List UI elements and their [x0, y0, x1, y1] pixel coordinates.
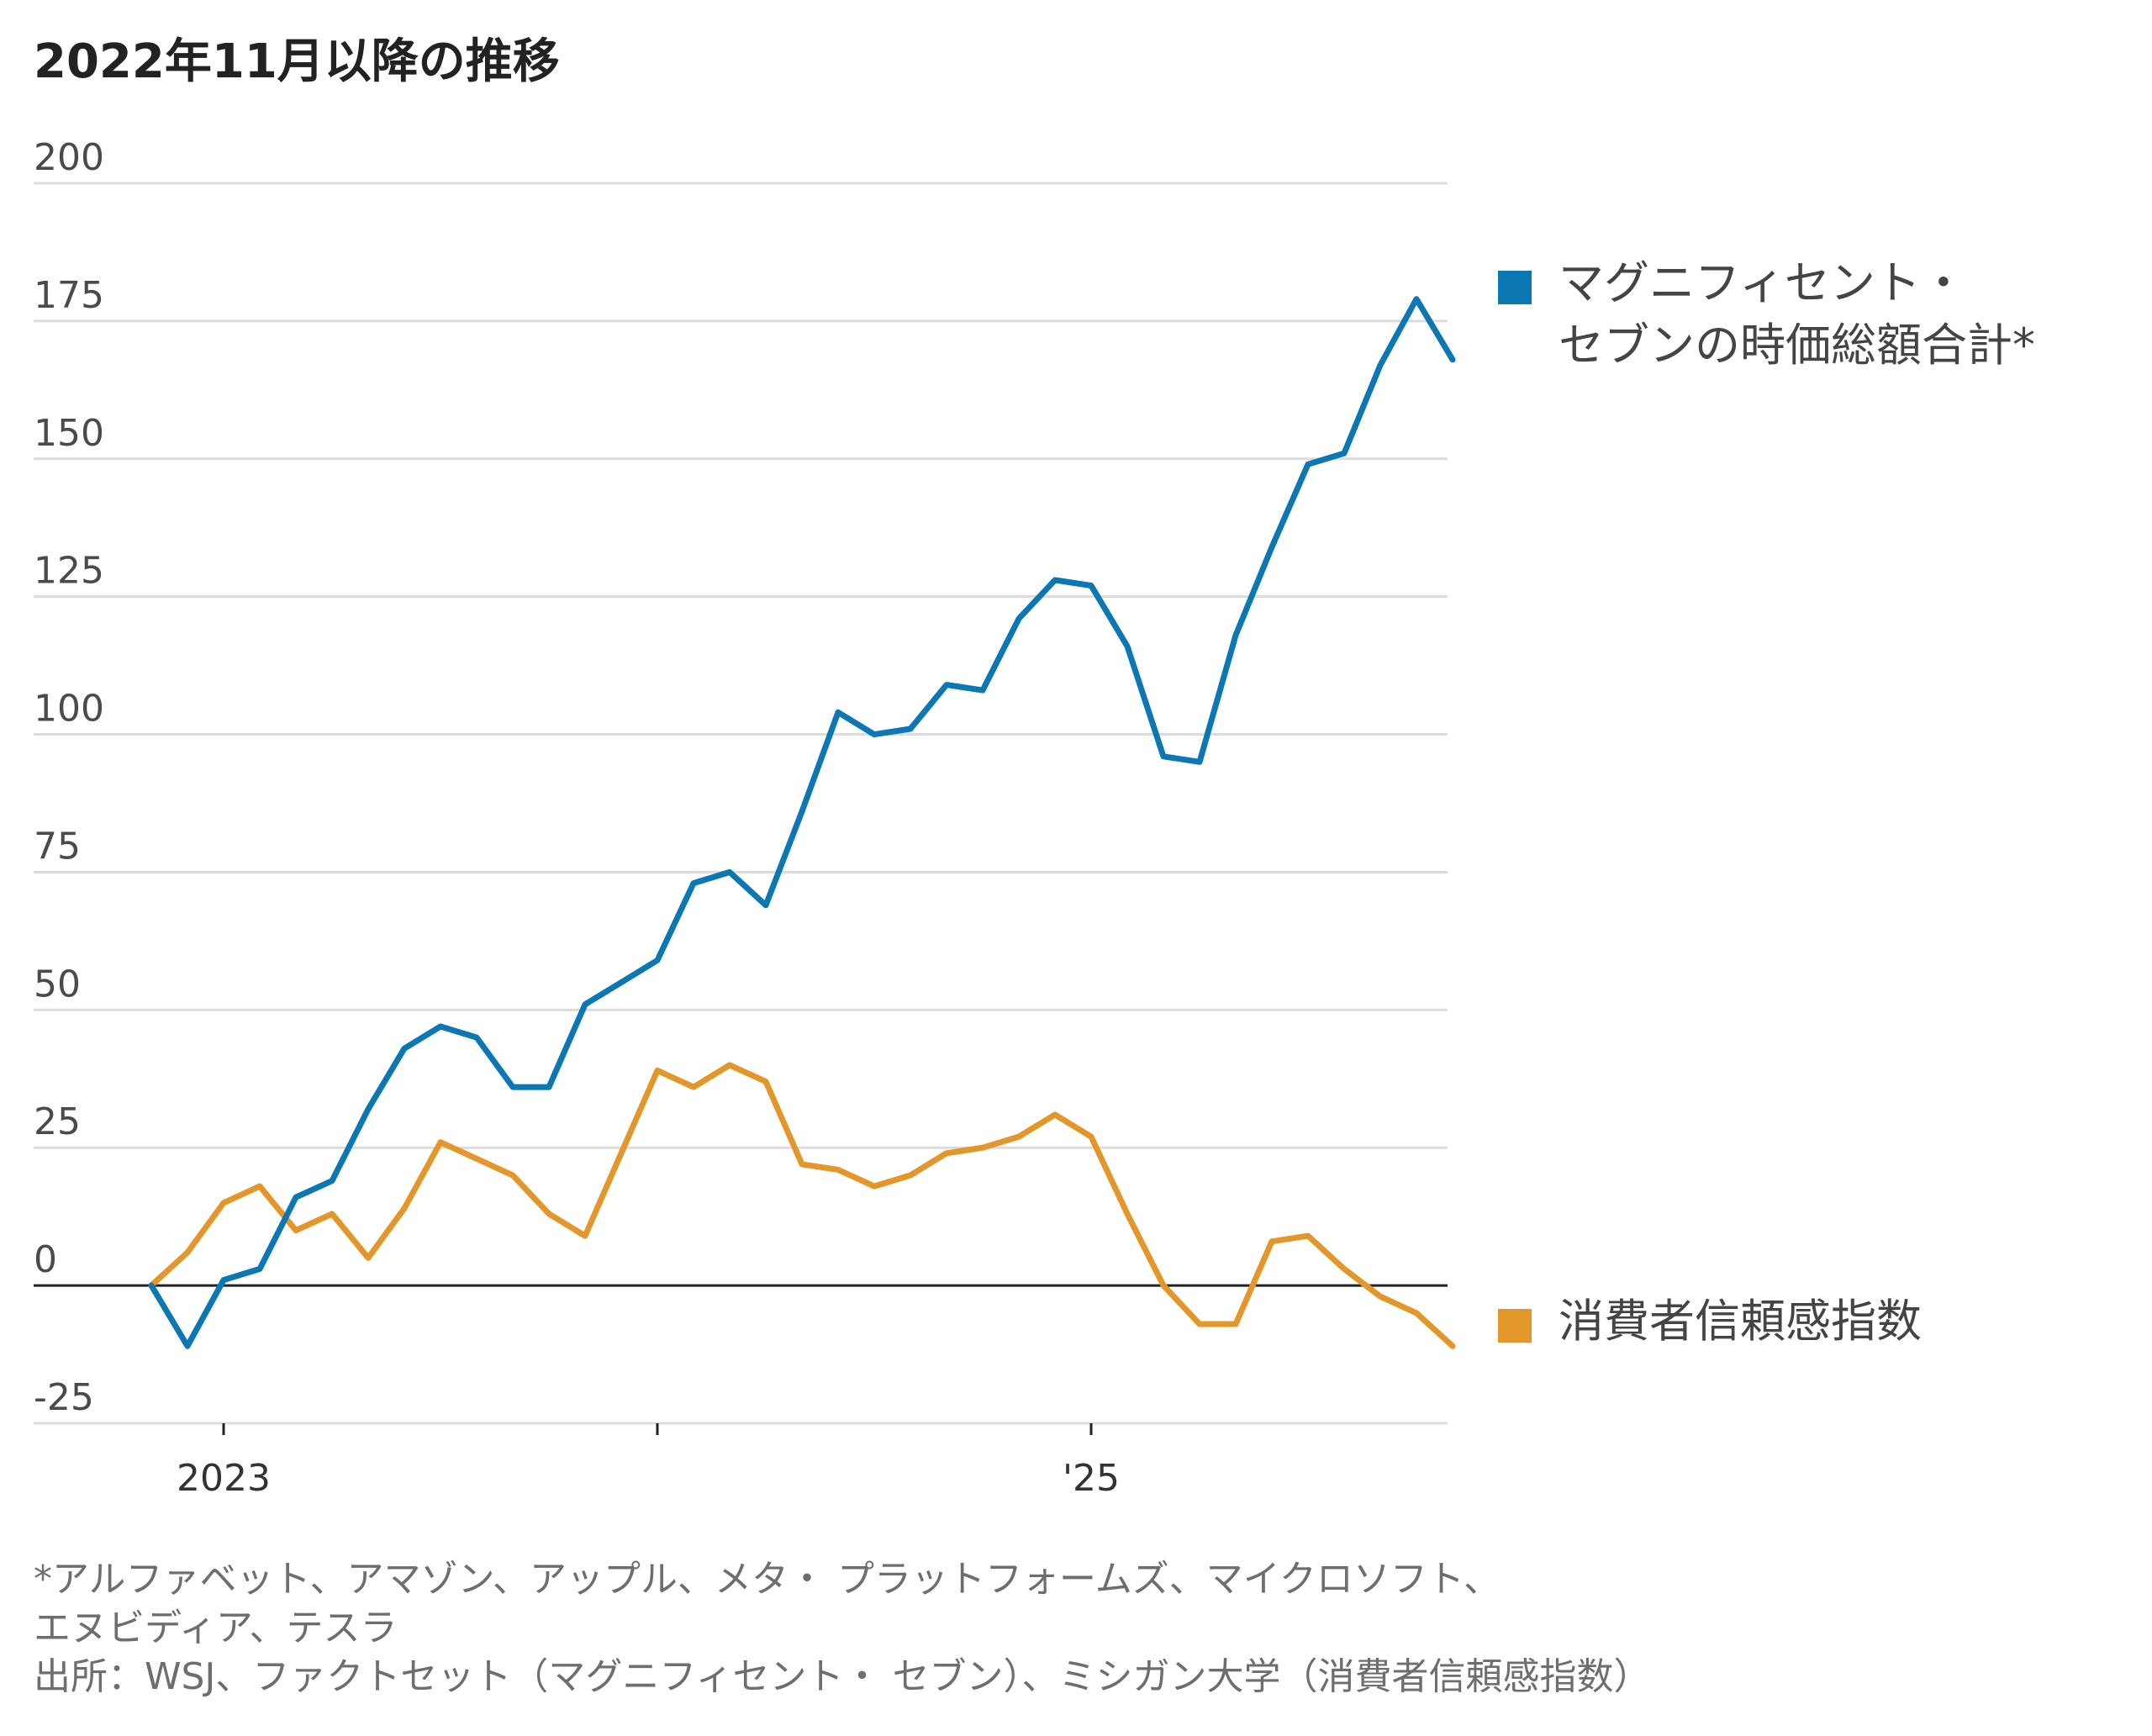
legend-swatch-consumer-sentiment	[1498, 1309, 1532, 1343]
x-tick-label: 2023	[177, 1457, 271, 1500]
chart-title: 2022年11月以降の推移	[34, 34, 560, 89]
y-tick-label: 125	[34, 550, 104, 593]
y-axis-tick-labels: 200 175 150 125 100 75 50 25 0 -25	[34, 136, 104, 1419]
y-tick-label: -25	[34, 1376, 94, 1419]
x-axis: 2023 '25	[177, 1423, 1120, 1500]
y-tick-label: 150	[34, 412, 104, 455]
series-line-consumer-sentiment	[148, 1062, 1456, 1349]
series-lines	[148, 296, 1456, 1349]
footnote-companies-line-1: *アルファベット、アマゾン、アップル、メタ・ プラットフォームズ、マイクロソフト…	[34, 1558, 1501, 1601]
footnotes: *アルファベット、アマゾン、アップル、メタ・ プラットフォームズ、マイクロソフト…	[34, 1555, 1651, 1702]
footnote-source: 出所：WSJ、ファクトセット（マグニフィセント・ セブン）、ミシガン大学（消費者…	[34, 1655, 1651, 1698]
grid-lines	[34, 182, 1448, 1425]
y-tick-label: 0	[34, 1238, 57, 1281]
y-tick-label: 175	[34, 274, 104, 317]
legend-label-consumer-sentiment: 消費者信頼感指数	[1559, 1295, 1922, 1348]
footnote-companies-line-2: エヌビディア、テスラ	[34, 1607, 398, 1649]
legend-item-consumer-sentiment: 消費者信頼感指数	[1498, 1290, 1922, 1353]
y-tick-label: 50	[34, 963, 81, 1005]
legend-swatch-magnificent-seven	[1498, 271, 1532, 304]
legend-label-line-2: セブンの時価総額合計*	[1559, 319, 2035, 372]
legend-label-line-1: マグニフィセント・	[1559, 256, 1966, 309]
y-tick-label: 75	[34, 825, 81, 868]
legend-item-magnificent-seven: マグニフィセント・ セブンの時価総額合計*	[1498, 252, 2035, 377]
x-tick-label: '25	[1063, 1457, 1120, 1500]
y-tick-label: 100	[34, 688, 104, 731]
legend-label-magnificent-seven: マグニフィセント・ セブンの時価総額合計*	[1498, 252, 2035, 377]
y-tick-label: 25	[34, 1100, 81, 1143]
series-line-magnificent-seven	[148, 296, 1456, 1349]
y-tick-label: 200	[34, 136, 104, 179]
